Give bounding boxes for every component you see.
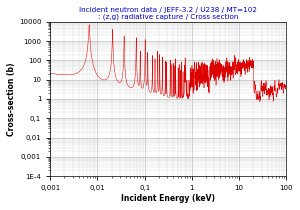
Title: Incident neutron data / JEFF-3.2 / U238 / MT=102
: (z,g) radiative capture / Cro: Incident neutron data / JEFF-3.2 / U238 …: [79, 7, 257, 20]
Y-axis label: Cross-section (b): Cross-section (b): [7, 62, 16, 136]
X-axis label: Incident Energy (keV): Incident Energy (keV): [121, 194, 215, 203]
